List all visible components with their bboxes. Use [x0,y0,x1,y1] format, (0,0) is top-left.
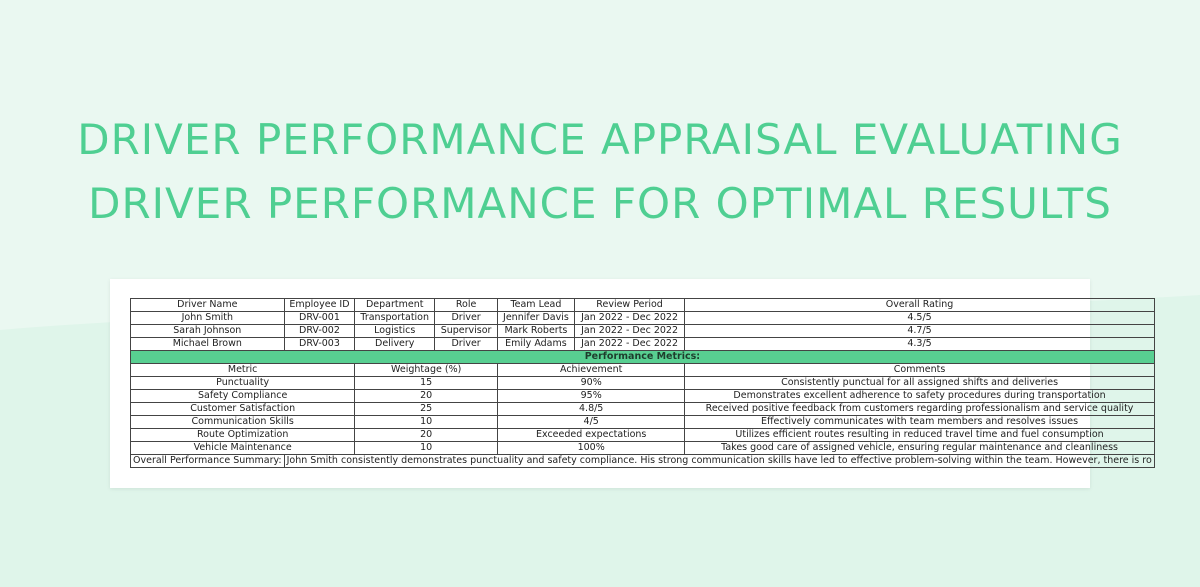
overall-rating-cell: 4.5/5 [684,311,1155,325]
employee-id-cell: DRV-002 [283,324,356,338]
weightage-cell: 20 [354,428,499,442]
metric-row: Punctuality 15 90% Consistently punctual… [129,376,1155,390]
overall-rating-cell: 4.7/5 [684,324,1155,338]
metric-cell: Customer Satisfaction [129,402,356,416]
driver-name-cell: John Smith [130,311,285,325]
overall-rating-cell: 4.3/5 [684,337,1155,351]
achievement-cell: Exceeded expectations [497,428,686,442]
team-lead-cell: Emily Adams [497,337,575,351]
comments-cell: Consistently punctual for all assigned s… [684,376,1155,390]
summary-text: John Smith consistently demonstrates pun… [283,454,1155,468]
driver-row: Michael Brown DRV-003 Delivery Driver Em… [130,337,1155,351]
comments-cell: Effectively communicates with team membe… [684,415,1155,429]
summary-label: Overall Performance Summary: [130,454,285,468]
metric-cell: Safety Compliance [129,389,356,403]
header-employee-id: Employee ID [283,298,356,312]
metric-cell: Route Optimization [129,428,356,442]
spreadsheet-preview: Driver Name Employee ID Department Role … [110,279,1155,488]
comments-cell: Takes good care of assigned vehicle, ens… [684,441,1155,455]
performance-metrics-label: Performance Metrics: [130,350,1155,364]
metric-row: Vehicle Maintenance 10 100% Takes good c… [129,441,1155,455]
metric-cell: Communication Skills [129,415,356,429]
role-cell: Supervisor [434,324,499,338]
header-metric: Metric [129,363,356,377]
metric-cell: Punctuality [129,376,356,390]
metric-cell: Vehicle Maintenance [129,441,356,455]
metric-row: Customer Satisfaction 25 4.8/5 Received … [129,402,1155,416]
employee-id-cell: DRV-001 [283,311,356,325]
driver-name-cell: Michael Brown [130,337,285,351]
weightage-cell: 20 [354,389,499,403]
header-role: Role [434,298,499,312]
achievement-cell: 90% [497,376,686,390]
header-review-period: Review Period [573,298,686,312]
performance-metrics-band: Performance Metrics: [130,350,1155,364]
achievement-cell: 100% [497,441,686,455]
achievement-cell: 4/5 [497,415,686,429]
review-period-cell: Jan 2022 - Dec 2022 [573,311,686,325]
header-weightage: Weightage (%) [354,363,499,377]
title-line-2: DRIVER PERFORMANCE FOR OPTIMAL RESULTS [88,179,1112,228]
team-lead-cell: Jennifer Davis [497,311,575,325]
driver-header-row: Driver Name Employee ID Department Role … [130,298,1155,312]
metrics-header-row: Metric Weightage (%) Achievement Comment… [129,363,1155,377]
metric-row: Route Optimization 20 Exceeded expectati… [129,428,1155,442]
header-driver-name: Driver Name [130,298,285,312]
header-achievement: Achievement [497,363,686,377]
department-cell: Delivery [354,337,436,351]
weightage-cell: 15 [354,376,499,390]
role-cell: Driver [434,337,499,351]
metric-row: Safety Compliance 20 95% Demonstrates ex… [129,389,1155,403]
driver-name-cell: Sarah Johnson [130,324,285,338]
comments-cell: Utilizes efficient routes resulting in r… [684,428,1155,442]
metric-row: Communication Skills 10 4/5 Effectively … [129,415,1155,429]
team-lead-cell: Mark Roberts [497,324,575,338]
weightage-cell: 25 [354,402,499,416]
page-title: DRIVER PERFORMANCE APPRAISAL EVALUATING … [0,108,1200,236]
weightage-cell: 10 [354,441,499,455]
weightage-cell: 10 [354,415,499,429]
summary-row: Overall Performance Summary: John Smith … [130,454,1155,468]
appraisal-table: Driver Name Employee ID Department Role … [129,298,1155,468]
employee-id-cell: DRV-003 [283,337,356,351]
role-cell: Driver [434,311,499,325]
review-period-cell: Jan 2022 - Dec 2022 [573,324,686,338]
achievement-cell: 4.8/5 [497,402,686,416]
driver-row: Sarah Johnson DRV-002 Logistics Supervis… [130,324,1155,338]
driver-row: John Smith DRV-001 Transportation Driver… [130,311,1155,325]
review-period-cell: Jan 2022 - Dec 2022 [573,337,686,351]
header-overall-rating: Overall Rating [684,298,1155,312]
comments-cell: Demonstrates excellent adherence to safe… [684,389,1155,403]
header-team-lead: Team Lead [497,298,575,312]
title-line-1: DRIVER PERFORMANCE APPRAISAL EVALUATING [77,115,1123,164]
header-department: Department [354,298,436,312]
achievement-cell: 95% [497,389,686,403]
department-cell: Transportation [354,311,436,325]
header-comments: Comments [684,363,1155,377]
department-cell: Logistics [354,324,436,338]
comments-cell: Received positive feedback from customer… [684,402,1155,416]
